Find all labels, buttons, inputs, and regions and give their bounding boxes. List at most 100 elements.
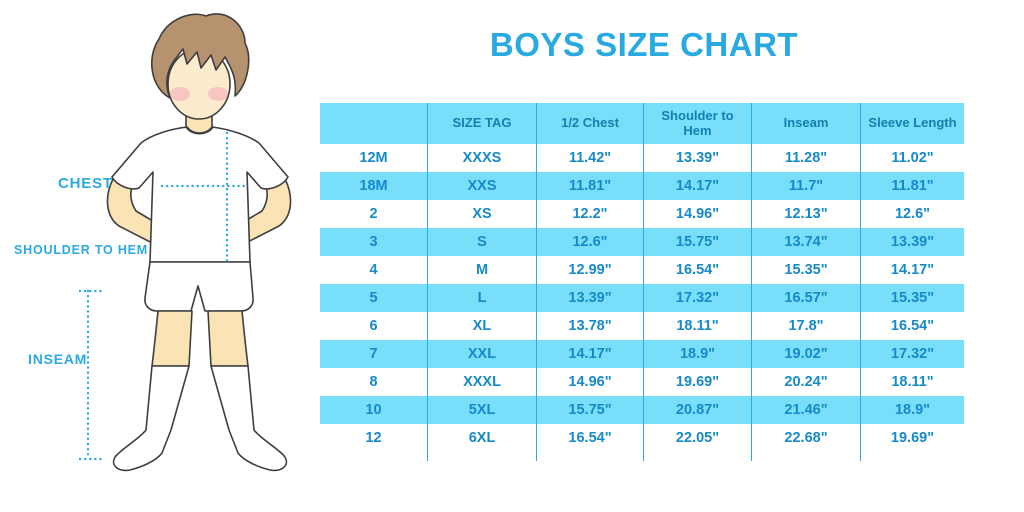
divider-tail-cell bbox=[860, 452, 964, 461]
table-cell: 12 bbox=[320, 424, 427, 452]
table-cell: 19.02" bbox=[751, 340, 860, 368]
table-cell: 15.35" bbox=[860, 284, 964, 312]
table-cell: 21.46" bbox=[751, 396, 860, 424]
divider-tail-cell bbox=[536, 452, 643, 461]
shoulder-to-hem-label: SHOULDER TO HEM bbox=[14, 243, 148, 257]
table-cell: XL bbox=[427, 312, 536, 340]
table-cell: 12M bbox=[320, 144, 427, 172]
boy-hair bbox=[151, 13, 250, 99]
table-cell: 16.54" bbox=[860, 312, 964, 340]
table-cell: 12.6" bbox=[860, 200, 964, 228]
boy-legs bbox=[151, 310, 249, 367]
table-cell: XXL bbox=[427, 340, 536, 368]
table-cell: 11.42" bbox=[536, 144, 643, 172]
table-cell: 19.69" bbox=[643, 368, 751, 396]
table-cell: 18.11" bbox=[643, 312, 751, 340]
table-cell: 14.17" bbox=[643, 172, 751, 200]
column-header: Inseam bbox=[751, 103, 860, 144]
table-cell: 14.17" bbox=[860, 256, 964, 284]
table-cell: 22.68" bbox=[751, 424, 860, 452]
table-cell: 13.39" bbox=[860, 228, 964, 256]
table-cell: 13.78" bbox=[536, 312, 643, 340]
size-chart-table: SIZE TAG 1/2 Chest Shoulder to Hem Inseam Sl… bbox=[320, 103, 964, 461]
table-cell: 15.75" bbox=[643, 228, 751, 256]
table-cell: 18.11" bbox=[860, 368, 964, 396]
table-header: SIZE TAG 1/2 Chest Shoulder to Hem Inseam Sl… bbox=[320, 103, 964, 144]
table-cell: 11.02" bbox=[860, 144, 964, 172]
table-row: 8 XXXL 14.96" 19.69" 20.24" 18.11" bbox=[320, 368, 964, 396]
table-cell: 20.24" bbox=[751, 368, 860, 396]
table-cell: 11.7" bbox=[751, 172, 860, 200]
table-cell: 5XL bbox=[427, 396, 536, 424]
boy-shorts bbox=[144, 261, 254, 312]
table-cell: S bbox=[427, 228, 536, 256]
table-body: 12M XXXS 11.42" 13.39" 11.28" 11.02" 18M XXS 11.… bbox=[320, 144, 964, 461]
column-header: Shoulder to Hem bbox=[643, 103, 751, 144]
table-cell: 15.35" bbox=[751, 256, 860, 284]
table-row: 12M XXXS 11.42" 13.39" 11.28" 11.02" bbox=[320, 144, 964, 172]
divider-tail-row bbox=[320, 452, 964, 461]
size-chart-table-container: SIZE TAG 1/2 Chest Shoulder to Hem Inseam Sl… bbox=[320, 103, 964, 461]
table-cell: 14.17" bbox=[536, 340, 643, 368]
table-cell: 6XL bbox=[427, 424, 536, 452]
column-header: Sleeve Length bbox=[860, 103, 964, 144]
table-cell: 13.39" bbox=[536, 284, 643, 312]
table-cell: M bbox=[427, 256, 536, 284]
table-cell: 18.9" bbox=[860, 396, 964, 424]
page-title: BOYS SIZE CHART bbox=[489, 26, 799, 63]
table-row: 18M XXS 11.81" 14.17" 11.7" 11.81" bbox=[320, 172, 964, 200]
table-row: 4 M 12.99" 16.54" 15.35" 14.17" bbox=[320, 256, 964, 284]
boy-socks bbox=[112, 365, 288, 472]
table-cell: 12.6" bbox=[536, 228, 643, 256]
table-cell: 16.54" bbox=[643, 256, 751, 284]
table-cell: 10 bbox=[320, 396, 427, 424]
table-row: 2 XS 12.2" 14.96" 12.13" 12.6" bbox=[320, 200, 964, 228]
table-row: 5 L 13.39" 17.32" 16.57" 15.35" bbox=[320, 284, 964, 312]
table-cell: 14.96" bbox=[536, 368, 643, 396]
table-cell: 5 bbox=[320, 284, 427, 312]
table-cell: 13.39" bbox=[643, 144, 751, 172]
column-header: 1/2 Chest bbox=[536, 103, 643, 144]
table-cell: 11.81" bbox=[860, 172, 964, 200]
boy-measurement-illustration: CHEST SHOULDER TO HEM INSEAM bbox=[0, 0, 320, 512]
column-header bbox=[320, 103, 427, 144]
boy-figure-svg bbox=[78, 13, 292, 472]
table-cell: 16.54" bbox=[536, 424, 643, 452]
table-cell: 17.8" bbox=[751, 312, 860, 340]
table-row: 10 5XL 15.75" 20.87" 21.46" 18.9" bbox=[320, 396, 964, 424]
table-cell: L bbox=[427, 284, 536, 312]
divider-tail-cell bbox=[751, 452, 860, 461]
table-cell: 3 bbox=[320, 228, 427, 256]
table-row: 12 6XL 16.54" 22.05" 22.68" 19.69" bbox=[320, 424, 964, 452]
table-row: 6 XL 13.78" 18.11" 17.8" 16.54" bbox=[320, 312, 964, 340]
table-cell: 4 bbox=[320, 256, 427, 284]
table-cell: 19.69" bbox=[860, 424, 964, 452]
divider-tail-cell bbox=[643, 452, 751, 461]
table-row: 3 S 12.6" 15.75" 13.74" 13.39" bbox=[320, 228, 964, 256]
boy-cheeks bbox=[170, 87, 228, 101]
table-cell: 12.13" bbox=[751, 200, 860, 228]
table-cell: 11.81" bbox=[536, 172, 643, 200]
table-cell: 18M bbox=[320, 172, 427, 200]
table-header-row: SIZE TAG 1/2 Chest Shoulder to Hem Inseam Sl… bbox=[320, 103, 964, 144]
table-cell: 17.32" bbox=[860, 340, 964, 368]
table-cell: 13.74" bbox=[751, 228, 860, 256]
table-cell: 18.9" bbox=[643, 340, 751, 368]
table-cell: 15.75" bbox=[536, 396, 643, 424]
table-cell: 7 bbox=[320, 340, 427, 368]
table-cell: 12.2" bbox=[536, 200, 643, 228]
table-row: 7 XXL 14.17" 18.9" 19.02" 17.32" bbox=[320, 340, 964, 368]
table-cell: 8 bbox=[320, 368, 427, 396]
inseam-label: INSEAM bbox=[28, 351, 88, 367]
table-cell: 11.28" bbox=[751, 144, 860, 172]
table-cell: 14.96" bbox=[643, 200, 751, 228]
table-cell: 2 bbox=[320, 200, 427, 228]
boy-shirt bbox=[111, 126, 289, 263]
table-cell: XS bbox=[427, 200, 536, 228]
table-cell: 17.32" bbox=[643, 284, 751, 312]
boy-collar bbox=[185, 126, 214, 135]
chest-label: CHEST bbox=[58, 175, 113, 192]
table-cell: 12.99" bbox=[536, 256, 643, 284]
table-cell: 16.57" bbox=[751, 284, 860, 312]
table-cell: XXXL bbox=[427, 368, 536, 396]
